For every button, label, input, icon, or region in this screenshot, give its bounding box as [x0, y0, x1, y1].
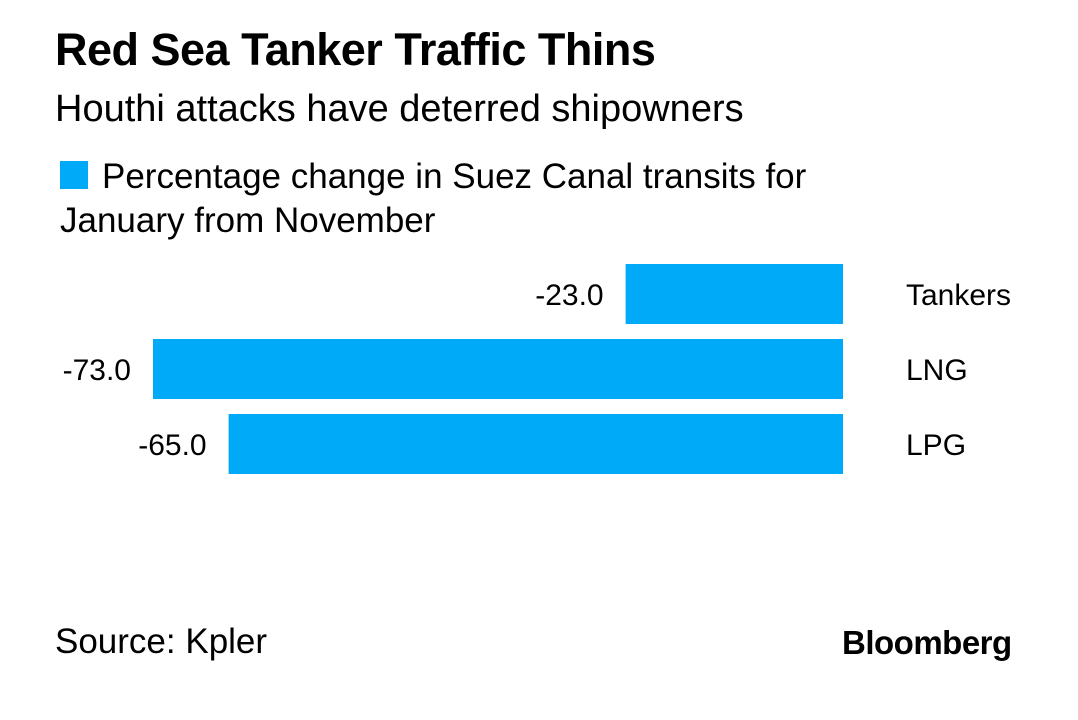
chart-title: Red Sea Tanker Traffic Thins	[55, 24, 656, 75]
legend-label: Percentage change in Suez Canal transits…	[60, 157, 807, 240]
bar-chart: -23.0 Tankers -73.0 LNG -65.0 LPG	[63, 264, 1011, 474]
value-label-lpg: -65.0	[138, 429, 206, 462]
legend: Percentage change in Suez Canal transits…	[60, 155, 940, 243]
bloomberg-logo: Bloomberg	[842, 624, 1012, 661]
category-label-tankers: Tankers	[906, 279, 1011, 312]
bar-lng	[153, 339, 843, 399]
chart-subtitle: Houthi attacks have deterred shipowners	[55, 88, 744, 130]
bar-tankers	[625, 264, 843, 324]
category-label-lng: LNG	[906, 354, 968, 387]
value-label-lng: -73.0	[63, 354, 131, 387]
legend-swatch	[60, 161, 88, 189]
source-note: Source: Kpler	[55, 622, 268, 661]
bar-lpg	[228, 414, 843, 474]
value-label-tankers: -23.0	[535, 279, 603, 312]
category-label-lpg: LPG	[906, 429, 966, 462]
